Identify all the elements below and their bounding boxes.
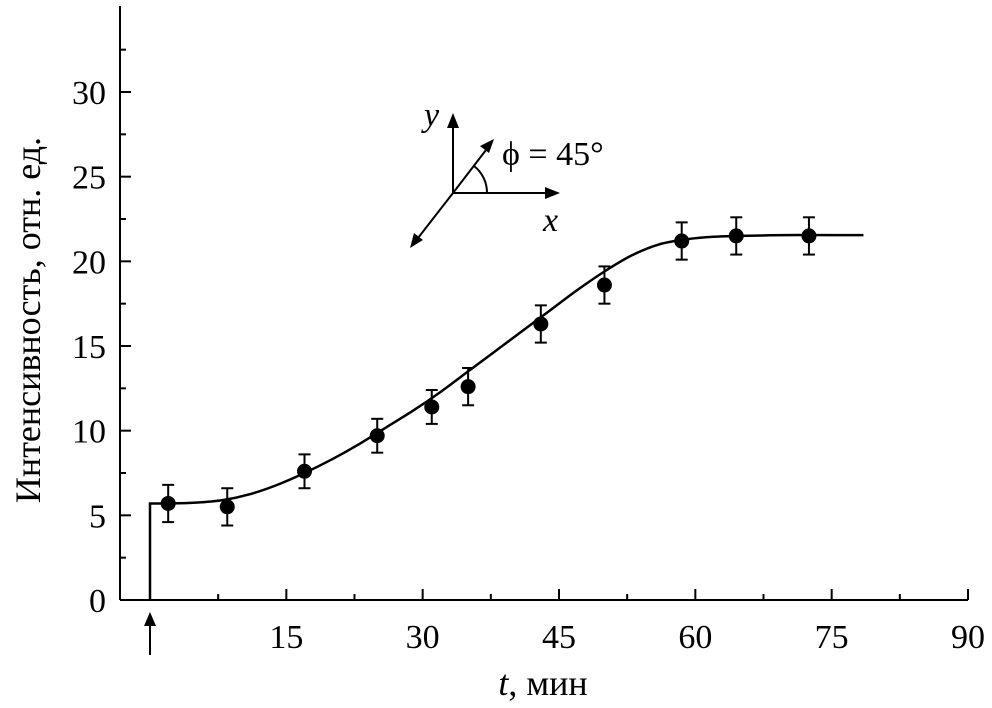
- x-tick-label: 60: [678, 619, 712, 656]
- data-point: [297, 463, 313, 479]
- y-tick-label: 20: [72, 244, 106, 281]
- y-tick-label: 10: [72, 414, 106, 451]
- orientation-diagram: y x ϕ = 45°: [410, 97, 604, 248]
- data-point: [369, 428, 385, 444]
- y-tick-label: 0: [89, 583, 106, 620]
- y-tick-label: 25: [72, 160, 106, 197]
- tick-labels: 0 5 10 15 20 25 30 15 30 45 60 75 90: [72, 75, 985, 656]
- x-axis-title: t, мин: [498, 663, 587, 703]
- data-point: [728, 228, 744, 244]
- data-point: [219, 499, 235, 515]
- data-point: [801, 228, 817, 244]
- data-point: [424, 399, 440, 415]
- ticks: [120, 48, 969, 600]
- y-tick-label: 5: [89, 498, 106, 535]
- data-point: [533, 316, 549, 332]
- x-tick-label: 15: [269, 619, 303, 656]
- y-tick-label: 15: [72, 329, 106, 366]
- data-point: [160, 495, 176, 511]
- fit-curve-group: [148, 233, 864, 600]
- inset-x-label: x: [542, 202, 558, 239]
- x-tick-label: 90: [951, 619, 985, 656]
- inset-y-label: y: [421, 97, 440, 134]
- data-point: [674, 233, 690, 249]
- x-tick-label: 30: [406, 619, 440, 656]
- data-points: [160, 216, 817, 527]
- y-tick-label: 30: [72, 75, 106, 112]
- fit-curve: [148, 233, 864, 600]
- x-axis-unit: , мин: [508, 663, 587, 703]
- data-point: [596, 277, 612, 293]
- x-tick-label: 45: [542, 619, 576, 656]
- y-axis-title: Интенсивность, отн. ед.: [8, 137, 48, 503]
- start-arrow: [144, 612, 156, 655]
- x-axis-variable: t: [498, 663, 509, 703]
- angle-label: ϕ = 45°: [502, 136, 604, 173]
- axes: [119, 6, 968, 601]
- data-point: [460, 379, 476, 395]
- x-tick-label: 75: [815, 619, 849, 656]
